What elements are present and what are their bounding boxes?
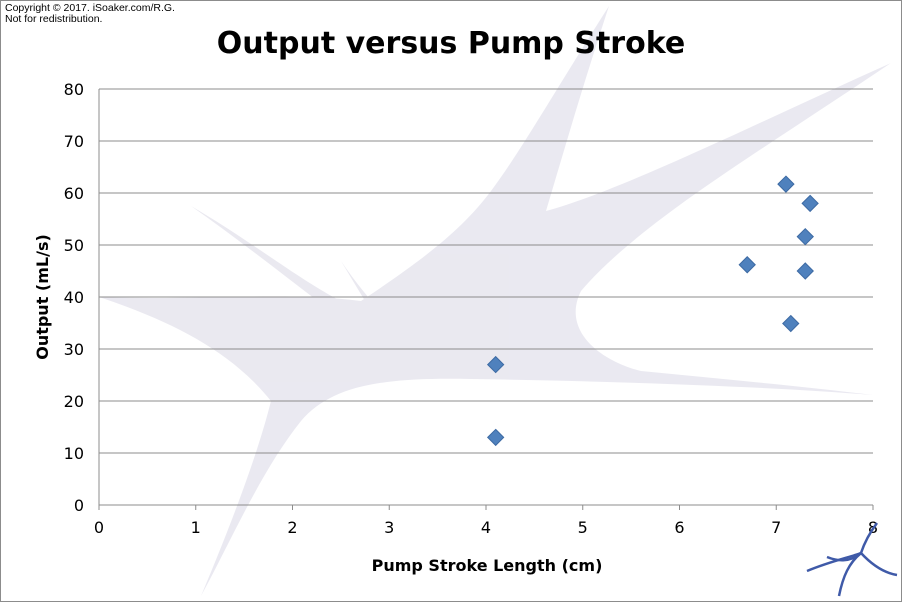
copyright-line-2: Not for redistribution. [5, 13, 103, 25]
x-tick-label: 6 [674, 518, 684, 537]
data-point [796, 262, 814, 280]
x-tick-label: 4 [481, 518, 491, 537]
data-point [782, 314, 800, 333]
y-tick-label: 40 [64, 288, 84, 307]
x-tick-label: 2 [287, 518, 297, 537]
y-tick-label: 60 [64, 184, 84, 203]
isoaker-logo-icon [806, 522, 898, 597]
x-axis-label: Pump Stroke Length (cm) [372, 556, 603, 575]
x-tick-label: 1 [191, 518, 201, 537]
data-point [777, 175, 795, 193]
data-points [486, 175, 819, 447]
copyright-line-1: Copyright © 2017. iSoaker.com/R.G. [5, 2, 175, 14]
x-tick-label: 3 [384, 518, 394, 537]
data-point [801, 194, 819, 213]
data-point [486, 428, 505, 447]
y-tick-label: 20 [64, 392, 84, 411]
data-point [796, 227, 814, 246]
y-tick-labels: 0 10 20 30 40 50 60 70 80 [64, 80, 84, 515]
y-axis-label: Output (mL/s) [33, 234, 52, 360]
data-point [486, 355, 505, 374]
y-tick-label: 30 [64, 340, 84, 359]
y-tick-label: 80 [64, 80, 84, 99]
y-tick-label: 10 [64, 444, 84, 463]
x-tick-label: 5 [578, 518, 588, 537]
y-tick-label: 0 [74, 496, 84, 515]
watermark-star-icon [99, 6, 891, 596]
chart-title: Output versus Pump Stroke [217, 26, 685, 61]
y-tick-label: 70 [64, 132, 84, 151]
axes [98, 89, 874, 510]
x-tick-label: 7 [771, 518, 781, 537]
data-point [738, 256, 756, 274]
x-tick-label: 0 [94, 518, 104, 537]
y-gridlines [99, 88, 873, 454]
y-tick-label: 50 [64, 236, 84, 255]
copyright-notice: Copyright © 2017. iSoaker.com/R.G. Not f… [5, 3, 175, 25]
